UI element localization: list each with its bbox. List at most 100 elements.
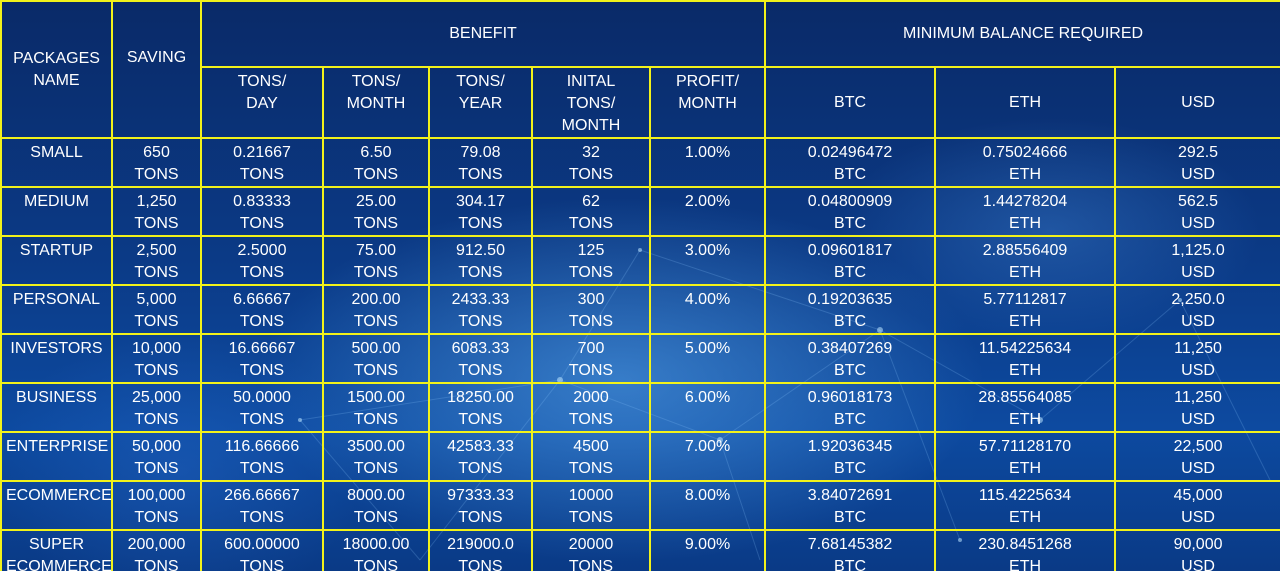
usd-balance-cell: 90,000 USD	[1114, 529, 1280, 571]
unit-label: ETH	[1009, 509, 1042, 526]
unit-label: TONS	[353, 411, 399, 428]
usd-balance-value: 45,000	[1173, 487, 1223, 504]
unit-label: ETH	[1009, 215, 1042, 232]
saving-value: 50,000	[132, 438, 181, 455]
table-row: ECOMMERCE 100,000 TONS 266.66667 TONS 8000.00…	[0, 480, 1280, 531]
unit-label: TONS	[458, 166, 503, 183]
tons-year-value: 79.08	[460, 144, 501, 161]
profit-month-cell: 7.00%	[648, 431, 767, 482]
unit-label: TONS	[239, 558, 285, 571]
table-row: PERSONAL 5,000 TONS 6.66667 TONS 200.00 TONS 24…	[0, 284, 1280, 335]
profit-month-cell: 3.00%	[648, 235, 767, 286]
profit-month-value: 4.00%	[684, 291, 731, 308]
saving-cell: 5,000 TONS	[111, 284, 202, 335]
tons-month-value: 25.00	[355, 193, 397, 210]
table-row: ENTERPRISE 50,000 TONS 116.66666 TONS 3500.00…	[0, 431, 1280, 482]
btc-balance-cell: 0.38407269 BTC	[764, 333, 937, 384]
unit-label: TONS	[134, 166, 179, 183]
saving-value: 650	[143, 144, 170, 161]
profit-month-cell: 1.00%	[648, 137, 767, 188]
unit-label: BTC	[834, 460, 867, 477]
btc-balance-value: 0.04800909	[807, 193, 893, 210]
tons-month-cell: 6.50 TONS	[322, 137, 430, 188]
unit-label: TONS	[568, 460, 614, 477]
eth-balance-value: 115.4225634	[978, 487, 1072, 504]
table-row: SUPER ECOMMERCE 200,000 TONS 600.00000 TONS 1…	[0, 529, 1280, 571]
package-name-value: BUSINESS	[16, 389, 97, 406]
unit-label: ETH	[1009, 313, 1042, 330]
unit-label: TONS	[239, 411, 285, 428]
saving-cell: 2,500 TONS	[111, 235, 202, 286]
eth-balance-cell: 0.75024666 ETH	[934, 137, 1117, 188]
tons-year-value: 6083.33	[451, 340, 510, 357]
saving-cell: 100,000 TONS	[111, 480, 202, 531]
tons-month-cell: 500.00 TONS	[322, 333, 430, 384]
usd-balance-cell: 22,500 USD	[1114, 431, 1280, 482]
tons-day-value: 0.21667	[233, 144, 291, 161]
btc-balance-cell: 0.19203635 BTC	[764, 284, 937, 335]
profit-month-value: 6.00%	[684, 389, 731, 406]
btc-balance-value: 7.68145382	[807, 536, 893, 553]
package-name-value: ECOMMERCE	[6, 487, 112, 504]
btc-balance-value: 0.02496472	[807, 144, 893, 161]
unit-label: TONS	[568, 166, 614, 183]
package-name-value: SUPER ECOMMERCE	[6, 536, 112, 571]
btc-balance-value: 0.19203635	[807, 291, 893, 308]
unit-label: TONS	[134, 509, 179, 526]
unit-label: TONS	[239, 362, 285, 379]
unit-label: TONS	[458, 411, 503, 428]
unit-label: USD	[1181, 264, 1215, 281]
unit-label: USD	[1181, 558, 1215, 571]
saving-cell: 10,000 TONS	[111, 333, 202, 384]
table-row: STARTUP 2,500 TONS 2.5000 TONS 75.00 TONS 912.5…	[0, 235, 1280, 286]
btc-balance-cell: 1.92036345 BTC	[764, 431, 937, 482]
saving-cell: 650 TONS	[111, 137, 202, 188]
unit-label: TONS	[568, 215, 614, 232]
usd-balance-cell: 292.5 USD	[1114, 137, 1280, 188]
tons-year-cell: 42583.33 TONS	[428, 431, 533, 482]
package-name-value: ENTERPRISE	[6, 438, 109, 455]
unit-label: TONS	[458, 264, 503, 281]
unit-label: TONS	[353, 166, 399, 183]
tons-day-value: 16.66667	[228, 340, 296, 357]
eth-balance-value: 0.75024666	[982, 144, 1068, 161]
unit-label: BTC	[834, 166, 867, 183]
saving-value: 2,500	[136, 242, 177, 259]
usd-balance-value: 292.5	[1178, 144, 1219, 161]
unit-label: TONS	[458, 460, 503, 477]
btc-balance-value: 0.38407269	[807, 340, 893, 357]
tons-day-value: 116.66666	[224, 438, 300, 455]
unit-label: TONS	[458, 313, 503, 330]
usd-balance-value: 1,125.0	[1171, 242, 1225, 259]
initial-tons-cell: 4500 TONS	[531, 431, 651, 482]
unit-label: TONS	[353, 509, 399, 526]
package-name-value: INVESTORS	[10, 340, 103, 357]
tons-month-value: 500.00	[351, 340, 401, 357]
tons-year-cell: 97333.33 TONS	[428, 480, 533, 531]
eth-balance-value: 2.88556409	[982, 242, 1068, 259]
header-minimum-balance: MINIMUM BALANCE REQUIRED	[764, 0, 1280, 68]
table-row: MEDIUM 1,250 TONS 0.83333 TONS 25.00 TONS 304.1…	[0, 186, 1280, 237]
unit-label: TONS	[568, 362, 614, 379]
unit-label: TONS	[458, 509, 503, 526]
header-tons-day: TONS/ DAY	[200, 66, 324, 139]
usd-balance-cell: 562.5 USD	[1114, 186, 1280, 237]
unit-label: TONS	[353, 264, 399, 281]
profit-month-value: 3.00%	[684, 242, 731, 259]
unit-label: TONS	[568, 509, 614, 526]
btc-balance-cell: 0.04800909 BTC	[764, 186, 937, 237]
tons-month-value: 6.50	[360, 144, 392, 161]
unit-label: TONS	[134, 313, 179, 330]
tons-month-value: 8000.00	[347, 487, 405, 504]
unit-label: TONS	[134, 558, 179, 571]
usd-balance-value: 11,250	[1174, 389, 1222, 406]
usd-balance-value: 11,250	[1174, 340, 1222, 357]
profit-month-cell: 6.00%	[648, 382, 767, 433]
tons-day-cell: 16.66667 TONS	[200, 333, 324, 384]
tons-day-value: 600.00000	[224, 536, 300, 553]
tons-month-value: 1500.00	[347, 389, 405, 406]
unit-label: ETH	[1009, 411, 1042, 428]
initial-tons-cell: 700 TONS	[531, 333, 651, 384]
tons-year-cell: 18250.00 TONS	[428, 382, 533, 433]
unit-label: TONS	[239, 166, 285, 183]
